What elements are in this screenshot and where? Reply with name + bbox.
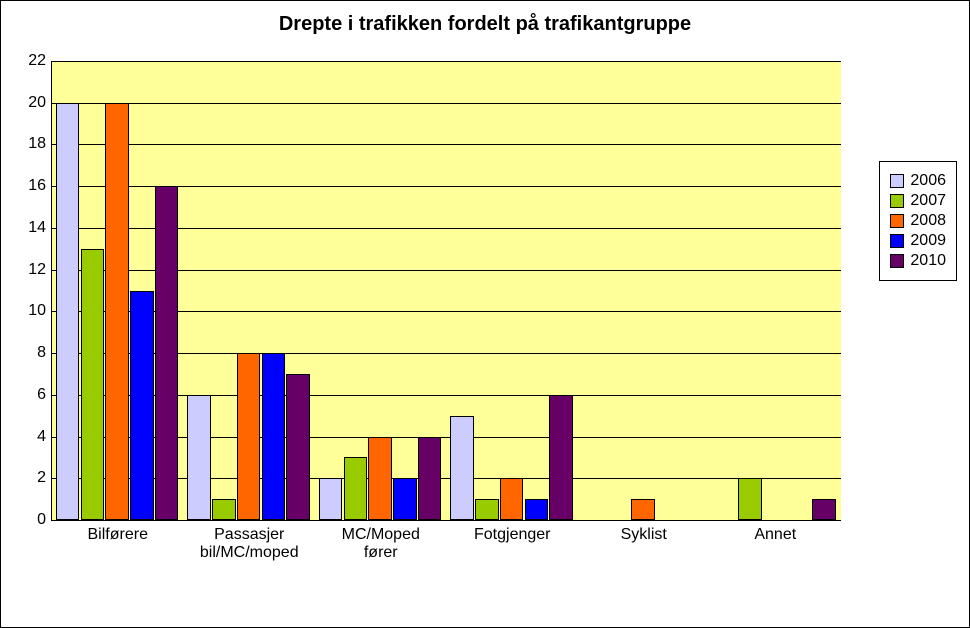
bar [475, 499, 498, 520]
y-tick-label: 2 [37, 469, 52, 487]
legend-swatch [890, 194, 904, 208]
bar [631, 499, 654, 520]
bar [450, 416, 473, 520]
y-tick-label: 10 [28, 302, 52, 320]
bar [500, 478, 523, 520]
bar [187, 395, 210, 520]
bar [130, 291, 153, 521]
bar [368, 437, 391, 520]
bar [418, 437, 441, 520]
legend-swatch [890, 234, 904, 248]
x-tick-label: Annet [754, 520, 796, 544]
y-tick-label: 16 [28, 177, 52, 195]
bar [525, 499, 548, 520]
y-tick-label: 4 [37, 428, 52, 446]
legend-row: 2006 [890, 172, 946, 190]
legend-row: 2007 [890, 192, 946, 210]
x-tick-label: Passasjer bil/MC/moped [200, 520, 299, 563]
gridline [52, 61, 841, 62]
chart-container: Drepte i trafikken fordelt på trafikantg… [0, 0, 970, 628]
gridline [52, 103, 841, 104]
plot-wrap: 0246810121416182022BilførerePassasjer bi… [51, 61, 841, 571]
legend-row: 2008 [890, 212, 946, 230]
bar [56, 103, 79, 520]
bar [319, 478, 342, 520]
legend-swatch [890, 174, 904, 188]
bar [212, 499, 235, 520]
bar [344, 457, 367, 520]
legend: 2006 2007 2008 2009 2010 [879, 161, 957, 281]
bar [738, 478, 761, 520]
bar [393, 478, 416, 520]
chart-title: Drepte i trafikken fordelt på trafikantg… [1, 1, 969, 36]
x-tick-label: Syklist [621, 520, 667, 544]
legend-row: 2009 [890, 232, 946, 250]
y-tick-label: 6 [37, 386, 52, 404]
x-tick-label: Fotgjenger [474, 520, 551, 544]
bar [286, 374, 309, 520]
legend-label: 2006 [910, 172, 946, 190]
legend-label: 2007 [910, 192, 946, 210]
legend-swatch [890, 254, 904, 268]
y-tick-label: 18 [28, 135, 52, 153]
y-tick-label: 0 [37, 511, 52, 529]
bar [549, 395, 572, 520]
bar [155, 186, 178, 520]
legend-swatch [890, 214, 904, 228]
gridline [52, 144, 841, 145]
legend-label: 2008 [910, 212, 946, 230]
y-tick-label: 12 [28, 261, 52, 279]
bar [812, 499, 835, 520]
bar [105, 103, 128, 520]
bar [237, 353, 260, 520]
legend-label: 2009 [910, 232, 946, 250]
y-tick-label: 8 [37, 344, 52, 362]
legend-row: 2010 [890, 252, 946, 270]
x-tick-label: MC/Moped fører [342, 520, 420, 563]
plot-area: 0246810121416182022BilførerePassasjer bi… [51, 61, 841, 521]
bar [81, 249, 104, 520]
legend-label: 2010 [910, 252, 946, 270]
y-tick-label: 22 [28, 52, 52, 70]
y-tick-label: 20 [28, 94, 52, 112]
x-tick-label: Bilførere [88, 520, 148, 544]
bar [262, 353, 285, 520]
y-tick-label: 14 [28, 219, 52, 237]
